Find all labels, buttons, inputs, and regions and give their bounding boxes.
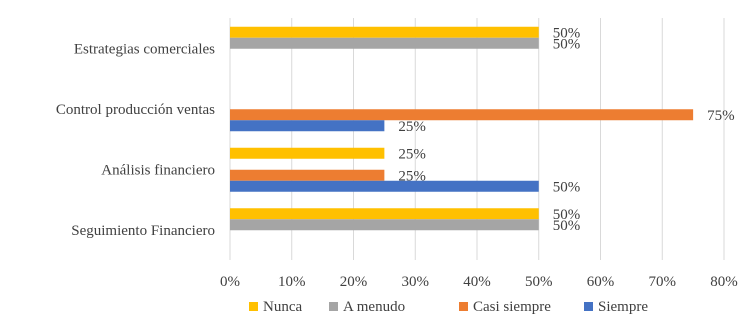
legend-swatch <box>459 302 468 311</box>
x-tick-label: 70% <box>649 274 677 290</box>
x-tick-label: 80% <box>710 274 738 290</box>
data-label-siempre-analisis-financiero: 50% <box>553 179 581 195</box>
legend-label: A menudo <box>343 299 405 315</box>
data-labels: 50%50%75%25%25%25%50%50%50% <box>398 25 734 234</box>
bar-a-menudo-estrategias-comerciales <box>230 37 539 49</box>
bar-nunca-seguimiento-financiero <box>230 208 539 220</box>
category-label-analisis-financiero: Análisis financiero <box>101 162 215 178</box>
bar-nunca-estrategias-comerciales <box>230 26 539 38</box>
legend-swatch <box>329 302 338 311</box>
bar-a-menudo-seguimiento-financiero <box>230 219 539 231</box>
x-tick-label: 30% <box>402 274 430 290</box>
category-axis: Estrategias comerciales Control producció… <box>56 41 215 239</box>
category-label-control-produccion-ventas: Control producción ventas <box>56 102 215 118</box>
grid-lines <box>229 18 725 260</box>
legend-item-nunca: Nunca <box>249 299 302 315</box>
data-label-nunca-estrategias-comerciales: 50% <box>553 25 581 41</box>
legend: Nunca A menudo Casi siempre Siempre <box>249 299 648 315</box>
category-label-estrategias-comerciales: Estrategias comerciales <box>74 41 215 57</box>
value-axis: 0% 10% 20% 30% 40% 50% 60% 70% 80% <box>220 274 738 290</box>
data-label-nunca-seguimiento-financiero: 50% <box>553 207 581 223</box>
x-tick-label: 60% <box>587 274 615 290</box>
data-label-casi-siempre-control-produccion-ventas: 75% <box>707 108 735 124</box>
bar-siempre-analisis-financiero <box>230 180 539 192</box>
legend-swatch <box>249 302 258 311</box>
bar-casi-siempre-analisis-financiero <box>230 169 385 181</box>
bars <box>230 26 694 231</box>
legend-item-casi-siempre: Casi siempre <box>459 299 551 315</box>
x-tick-label: 0% <box>220 274 240 290</box>
legend-swatch <box>584 302 593 311</box>
legend-item-a-menudo: A menudo <box>329 299 405 315</box>
data-label-a-menudo-estrategias-comerciales: 50% <box>553 36 581 52</box>
bar-siempre-control-produccion-ventas <box>230 120 385 132</box>
x-tick-label: 20% <box>340 274 368 290</box>
bar-casi-siempre-control-produccion-ventas <box>230 109 694 121</box>
bar-nunca-analisis-financiero <box>230 147 385 159</box>
data-label-casi-siempre-analisis-financiero: 25% <box>398 168 426 184</box>
data-label-a-menudo-seguimiento-financiero: 50% <box>553 218 581 234</box>
legend-label: Nunca <box>263 299 302 315</box>
x-tick-label: 50% <box>525 274 553 290</box>
data-label-nunca-analisis-financiero: 25% <box>398 146 426 162</box>
x-tick-label: 40% <box>463 274 491 290</box>
legend-item-siempre: Siempre <box>584 299 648 315</box>
category-label-seguimiento-financiero: Seguimiento Financiero <box>71 223 215 239</box>
legend-label: Casi siempre <box>473 299 551 315</box>
legend-label: Siempre <box>598 299 648 315</box>
x-tick-label: 10% <box>278 274 306 290</box>
data-label-siempre-control-produccion-ventas: 25% <box>398 119 426 135</box>
